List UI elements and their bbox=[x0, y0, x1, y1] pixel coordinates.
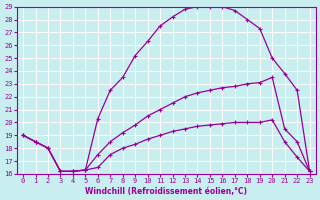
X-axis label: Windchill (Refroidissement éolien,°C): Windchill (Refroidissement éolien,°C) bbox=[85, 187, 247, 196]
